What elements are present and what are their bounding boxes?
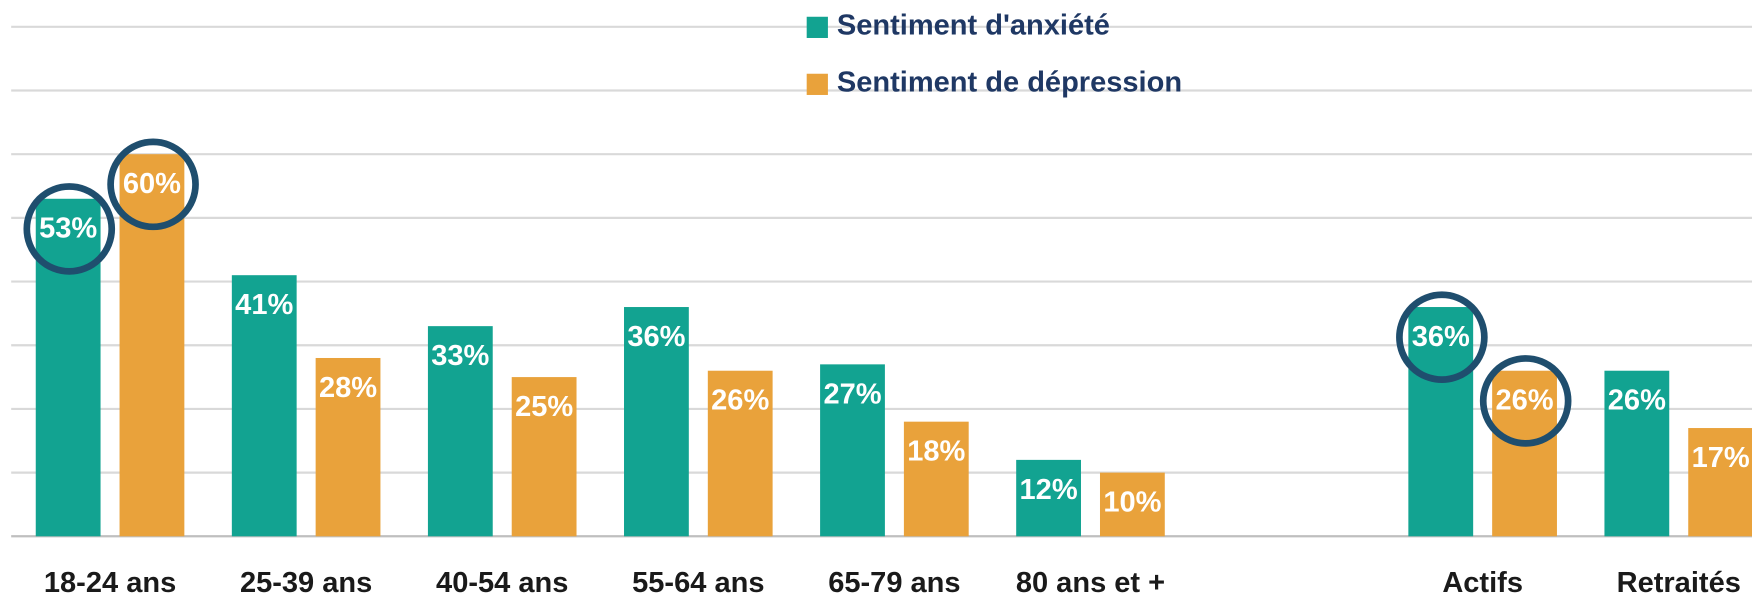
value-label: 18% xyxy=(907,436,965,468)
bar xyxy=(119,154,185,537)
bar xyxy=(820,364,885,537)
value-label: 36% xyxy=(627,321,685,353)
highlight-circle xyxy=(1479,355,1572,447)
bar xyxy=(231,275,297,537)
legend-swatch xyxy=(806,16,828,38)
bar xyxy=(1099,472,1165,537)
plot: Sentiment d'anxiété Sentiment de dépressi… xyxy=(11,9,1752,599)
value-label: 12% xyxy=(1020,474,1078,506)
value-label: 17% xyxy=(1692,442,1750,474)
legend-swatch xyxy=(806,73,828,95)
highlight-circle xyxy=(23,183,116,275)
bar xyxy=(1016,459,1081,537)
x-tick-label: 55-64 ans xyxy=(632,567,764,599)
highlight-circle xyxy=(107,138,199,231)
bar xyxy=(1688,428,1752,537)
x-tick-label: 25-39 ans xyxy=(240,567,372,599)
bar xyxy=(427,326,493,537)
value-label: 33% xyxy=(431,340,489,372)
highlight-circle xyxy=(1396,291,1488,384)
bar xyxy=(707,370,773,537)
value-label: 10% xyxy=(1103,487,1161,519)
value-label: 60% xyxy=(123,168,181,200)
value-label: 41% xyxy=(235,289,293,321)
legend-label: Sentiment de dépression xyxy=(837,66,1182,98)
bar xyxy=(1408,307,1474,537)
value-label: 26% xyxy=(711,385,769,417)
x-tick-label: Retraités xyxy=(1617,567,1741,599)
legend-label: Sentiment d'anxiété xyxy=(837,9,1110,41)
x-tick-label: Actifs xyxy=(1442,567,1523,599)
value-label: 27% xyxy=(823,378,881,410)
bar xyxy=(903,421,969,537)
x-tick-label: 40-54 ans xyxy=(436,567,568,599)
bar xyxy=(511,377,577,537)
bar xyxy=(1604,370,1670,537)
x-tick-label: 65-79 ans xyxy=(828,567,960,599)
bar xyxy=(624,307,689,537)
x-tick-label: 80 ans et + xyxy=(1016,567,1165,599)
bar xyxy=(35,198,101,537)
value-label: 53% xyxy=(39,213,97,245)
value-label: 36% xyxy=(1412,321,1470,353)
bar xyxy=(1492,370,1557,537)
value-label: 25% xyxy=(515,391,573,423)
x-tick-label: 18-24 ans xyxy=(44,567,176,599)
value-label: 26% xyxy=(1496,385,1554,417)
bar xyxy=(315,357,381,537)
value-label: 28% xyxy=(319,372,377,404)
value-label: 26% xyxy=(1608,385,1666,417)
